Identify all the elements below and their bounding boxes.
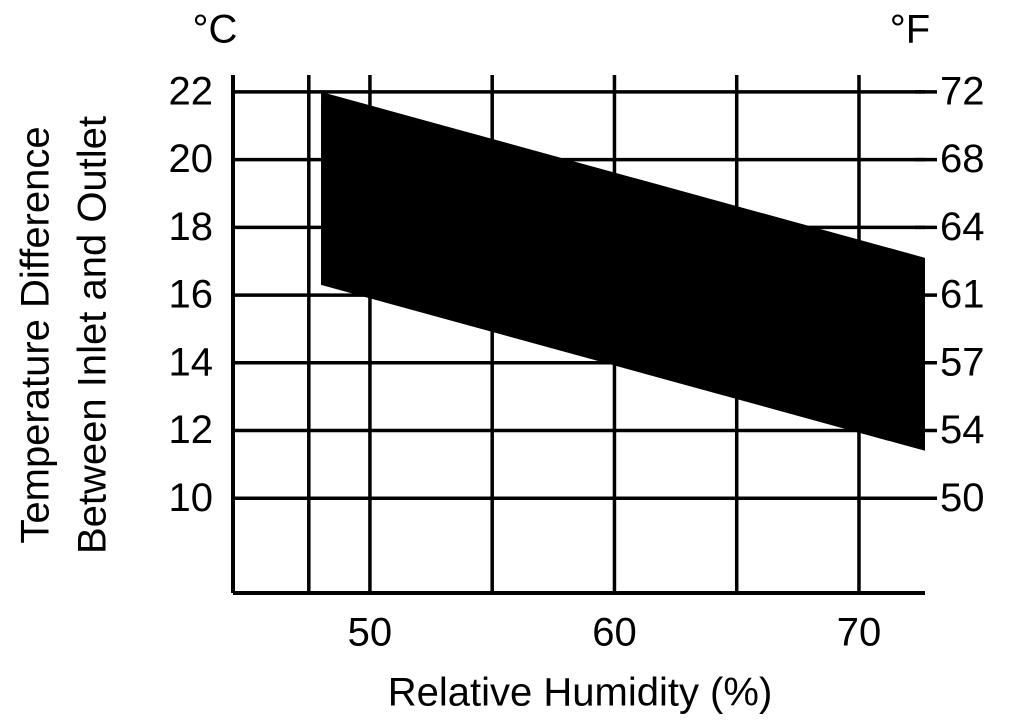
y-tick-label: 22 xyxy=(169,69,214,113)
y2-tick-label: 64 xyxy=(940,205,985,249)
x-tick-label: 60 xyxy=(592,611,637,655)
y2-tick-label: 50 xyxy=(940,476,985,520)
y-tick-label: 20 xyxy=(169,137,214,181)
y2-tick-label: 72 xyxy=(940,69,985,113)
right-unit: °F xyxy=(890,8,930,52)
y-tick-label: 10 xyxy=(169,476,214,520)
x-tick-label: 70 xyxy=(837,611,882,655)
x-tick-label: 50 xyxy=(348,611,393,655)
y-tick-label: 18 xyxy=(169,205,214,249)
y2-tick-label: 68 xyxy=(940,137,985,181)
y2-tick-label: 61 xyxy=(940,273,985,317)
band-area xyxy=(321,91,925,451)
y-axis-label: Temperature Difference xyxy=(14,126,58,543)
y-tick-label: 12 xyxy=(169,408,214,452)
y-tick-label: 16 xyxy=(169,273,214,317)
y2-tick-label: 57 xyxy=(940,340,985,384)
x-axis-label: Relative Humidity (%) xyxy=(388,671,773,715)
y-axis-label: Between Inlet and Outlet xyxy=(71,116,115,554)
y-tick-label: 14 xyxy=(169,340,214,384)
left-unit: °C xyxy=(193,8,238,52)
y2-tick-label: 54 xyxy=(940,408,985,452)
